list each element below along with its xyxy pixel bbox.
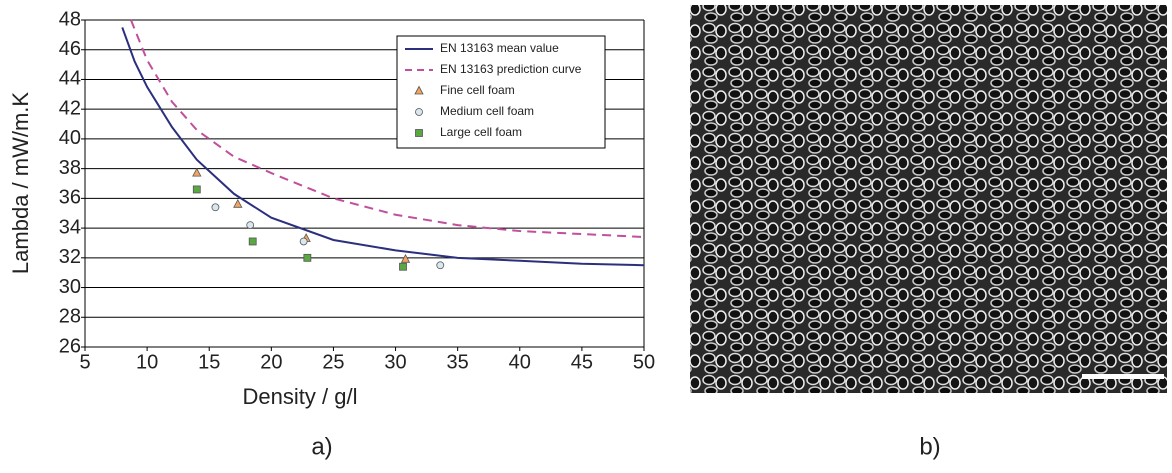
data-point (192, 167, 202, 177)
legend-box (396, 35, 606, 149)
legend-label: Medium cell foam (440, 104, 534, 118)
series-line (130, 19, 645, 239)
legend-swatch (415, 108, 423, 116)
x-tick-label: 35 (447, 351, 469, 373)
panel-label: a) (311, 433, 332, 460)
legend-swatch (415, 129, 423, 137)
x-tick-label: 40 (509, 351, 531, 373)
data-point (303, 253, 312, 262)
x-tick-label: 50 (633, 351, 655, 373)
data-point (436, 261, 445, 270)
x-tick-label: 15 (198, 351, 220, 373)
data-point (248, 237, 257, 246)
series-line (121, 27, 645, 267)
y-tick-label: 48 (59, 8, 81, 30)
scale-bar (1082, 374, 1164, 379)
data-point (246, 221, 255, 230)
x-tick-label: 45 (571, 351, 593, 373)
x-tick-label: 5 (79, 351, 90, 373)
y-tick-label: 28 (59, 306, 81, 328)
panel-label: b) (919, 433, 940, 460)
x-tick-label: 25 (322, 351, 344, 373)
x-tick-label: 10 (136, 351, 158, 373)
data-point (192, 185, 201, 194)
x-tick-label: 20 (260, 351, 282, 373)
y-axis-label: Lambda / mW/m.K (8, 92, 33, 274)
legend-label: Large cell foam (440, 125, 522, 139)
y-tick-label: 34 (59, 216, 81, 238)
legend-label: EN 13163 mean value (440, 41, 559, 55)
data-point (400, 253, 411, 263)
y-tick-label: 44 (59, 68, 81, 90)
y-tick-label: 26 (59, 335, 81, 357)
y-tick-label: 38 (59, 157, 81, 179)
legend-label: EN 13163 prediction curve (440, 62, 582, 76)
data-point (299, 237, 308, 246)
legend-swatch (414, 85, 424, 95)
x-axis-label: Density / g/l (243, 384, 358, 409)
y-tick-label: 46 (59, 38, 81, 60)
data-point (399, 262, 407, 271)
data-point (211, 203, 220, 212)
y-tick-label: 30 (59, 276, 81, 298)
y-tick-label: 36 (59, 187, 81, 209)
y-tick-label: 42 (59, 97, 81, 119)
y-tick-label: 32 (59, 246, 81, 268)
data-point (233, 198, 243, 208)
foam-micrograph (690, 5, 1167, 393)
y-tick-label: 40 (59, 127, 81, 149)
x-tick-label: 30 (384, 351, 406, 373)
legend-label: Fine cell foam (440, 83, 515, 97)
